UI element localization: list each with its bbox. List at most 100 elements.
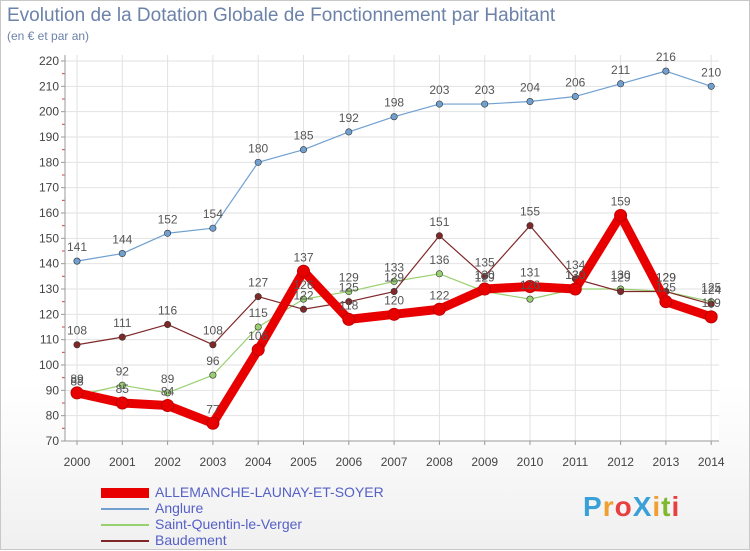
data-point <box>571 92 579 100</box>
data-label: 135 <box>475 255 495 269</box>
legend-label: Baudement <box>155 532 227 548</box>
data-label: 198 <box>384 96 404 110</box>
x-tick-label: 2004 <box>245 455 272 469</box>
data-point <box>254 158 262 166</box>
legend-swatch <box>101 508 149 510</box>
data-point <box>70 386 84 400</box>
data-point <box>299 305 307 313</box>
data-point <box>481 100 489 108</box>
data-point <box>568 282 582 296</box>
data-point <box>345 298 353 306</box>
data-point <box>118 250 126 258</box>
data-point <box>435 270 443 278</box>
data-label: 204 <box>520 81 540 95</box>
data-label: 137 <box>293 250 313 264</box>
y-tick-label: 180 <box>39 155 59 169</box>
data-point <box>297 264 310 278</box>
data-label: 129 <box>656 271 676 285</box>
data-point <box>115 396 129 410</box>
data-point <box>254 323 262 331</box>
data-point <box>73 257 81 265</box>
data-label: 119 <box>702 296 721 310</box>
data-label: 130 <box>565 268 585 282</box>
data-label: 141 <box>67 240 87 254</box>
legend-label: Saint-Quentin-le-Verger <box>155 516 303 532</box>
y-tick-label: 220 <box>39 54 59 68</box>
data-point <box>254 293 262 301</box>
data-point <box>161 399 175 413</box>
logo-letter: r <box>602 491 615 522</box>
data-label: 130 <box>565 268 585 282</box>
data-label: 192 <box>339 111 359 125</box>
data-point <box>345 288 353 296</box>
data-label: 131 <box>520 265 540 279</box>
data-label: 129 <box>656 271 676 285</box>
data-point <box>209 224 217 232</box>
data-label: 89 <box>70 372 84 386</box>
data-point <box>390 277 398 285</box>
x-tick-label: 2007 <box>381 455 408 469</box>
chart-subtitle: (en € et par an) <box>7 29 90 43</box>
data-point <box>481 272 489 280</box>
data-label: 203 <box>429 83 449 97</box>
data-label: 180 <box>248 141 268 155</box>
y-tick-label: 70 <box>46 434 60 448</box>
data-point <box>164 229 172 237</box>
y-tick-label: 150 <box>39 231 59 245</box>
data-point <box>617 80 625 88</box>
data-point <box>387 307 401 321</box>
data-point <box>478 282 492 296</box>
data-point <box>523 279 537 293</box>
data-point <box>707 82 715 90</box>
y-tick-label: 120 <box>39 307 59 321</box>
data-label: 96 <box>206 354 220 368</box>
data-label: 118 <box>339 298 358 312</box>
data-label: 116 <box>158 303 177 317</box>
data-label: 125 <box>656 281 676 295</box>
y-tick-label: 130 <box>39 282 59 296</box>
x-tick-label: 2002 <box>154 455 181 469</box>
data-point <box>299 146 307 154</box>
y-tick-label: 160 <box>39 206 59 220</box>
data-label: 133 <box>384 260 404 274</box>
data-point <box>209 341 217 349</box>
data-point <box>707 300 715 308</box>
data-point <box>345 128 353 136</box>
data-point <box>299 295 307 303</box>
data-point <box>118 381 126 389</box>
data-label: 151 <box>429 215 449 229</box>
data-label: 108 <box>67 324 87 338</box>
data-point <box>614 209 628 223</box>
x-tick-label: 2010 <box>517 455 544 469</box>
y-tick-label: 100 <box>39 358 59 372</box>
data-point <box>390 113 398 121</box>
data-label: 126 <box>520 278 540 292</box>
data-point <box>73 341 81 349</box>
chart-title: Evolution de la Dotation Globale de Fonc… <box>7 5 556 26</box>
x-tick-label: 2011 <box>562 455 588 469</box>
data-label: 125 <box>701 281 721 295</box>
y-tick-label: 210 <box>39 79 59 93</box>
legend-swatch <box>101 488 149 498</box>
x-tick-label: 2006 <box>335 455 362 469</box>
data-label: 134 <box>565 258 585 272</box>
data-point <box>164 320 172 328</box>
x-tick-label: 2013 <box>653 455 680 469</box>
legend-swatch <box>101 524 149 526</box>
logo-letter: t <box>661 491 672 522</box>
x-tick-label: 2008 <box>426 455 453 469</box>
data-point <box>526 295 534 303</box>
data-label: 127 <box>248 276 268 290</box>
logo-letter: P <box>583 491 603 522</box>
data-label: 125 <box>339 281 359 295</box>
y-tick-label: 80 <box>46 409 60 423</box>
data-label: 155 <box>520 205 540 219</box>
data-point <box>435 232 443 240</box>
data-point <box>659 295 673 309</box>
data-label: 154 <box>203 207 223 221</box>
x-tick-label: 2012 <box>607 455 634 469</box>
data-label: 122 <box>293 288 313 302</box>
data-label: 152 <box>158 212 178 226</box>
x-tick-label: 2014 <box>698 455 725 469</box>
